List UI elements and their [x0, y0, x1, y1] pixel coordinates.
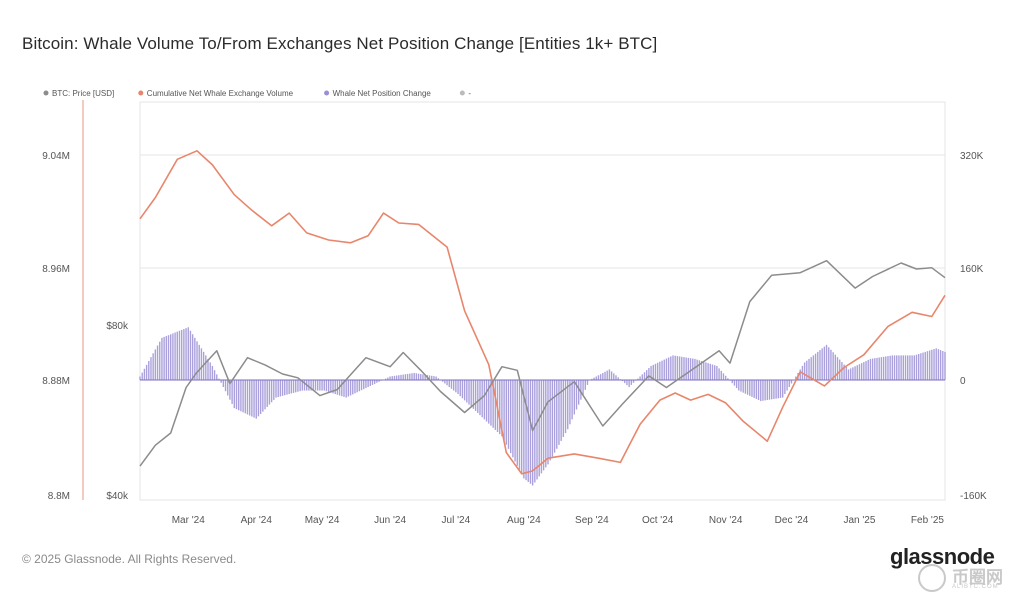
x-tick-label: Mar '24: [172, 515, 205, 526]
y-tick-right: 160K: [960, 264, 984, 275]
y-tick-left-outer: 8.88M: [42, 376, 70, 387]
brand-logo: glassnode: [890, 544, 995, 569]
chart-title: Bitcoin: Whale Volume To/From Exchanges …: [22, 34, 658, 53]
btc-price-line: [139, 259, 946, 467]
x-tick-label: Nov '24: [709, 515, 743, 526]
legend-label: Whale Net Position Change: [333, 89, 432, 98]
watermark-icon: [918, 564, 946, 592]
watermark: 币圈网 ALIBTC.COM: [918, 560, 1018, 596]
x-tick-label: Oct '24: [642, 515, 674, 526]
legend-label: BTC: Price [USD]: [52, 89, 114, 98]
y-tick-left-outer: 9.04M: [42, 151, 70, 162]
y-tick-right: 320K: [960, 151, 984, 162]
legend-swatch: [459, 90, 465, 96]
y-tick-left-inner: $40k: [106, 491, 129, 502]
legend-swatch: [324, 90, 330, 96]
x-tick-label: Feb '25: [911, 515, 944, 526]
legend-label: -: [468, 89, 471, 98]
x-tick-label: Apr '24: [241, 515, 273, 526]
watermark-text: 币圈网: [952, 568, 1003, 587]
cumulative-volume-line: [139, 150, 946, 475]
x-tick-label: Sep '24: [575, 515, 609, 526]
y-tick-right: 0: [960, 376, 966, 387]
y-tick-left-outer: 8.8M: [48, 491, 70, 502]
x-tick-label: Dec '24: [775, 515, 809, 526]
legend-label: Cumulative Net Whale Exchange Volume: [147, 89, 294, 98]
legend-swatch: [138, 90, 144, 96]
x-tick-label: May '24: [305, 515, 340, 526]
y-tick-left-outer: 8.96M: [42, 264, 70, 275]
watermark-subtext: ALIBTC.COM: [952, 584, 999, 590]
plot-frame: [139, 101, 946, 501]
copyright-text: © 2025 Glassnode. All Rights Reserved.: [22, 552, 237, 566]
x-tick-label: Jan '25: [843, 515, 875, 526]
x-tick-label: Jun '24: [374, 515, 406, 526]
y-tick-left-inner: $80k: [106, 321, 129, 332]
x-tick-label: Jul '24: [442, 515, 471, 526]
y-tick-right: -160K: [960, 491, 987, 502]
x-tick-label: Aug '24: [507, 515, 541, 526]
legend-swatch: [43, 90, 49, 96]
